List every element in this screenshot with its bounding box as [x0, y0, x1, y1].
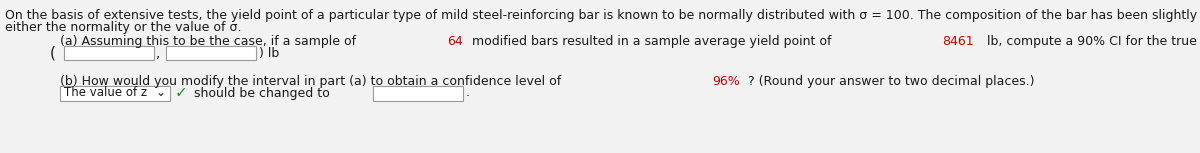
Text: ? (Round your answer to two decimal places.): ? (Round your answer to two decimal plac… [748, 75, 1034, 88]
Text: 64: 64 [448, 35, 463, 48]
FancyBboxPatch shape [166, 46, 256, 60]
Text: should be changed to: should be changed to [190, 86, 330, 99]
Text: modified bars resulted in a sample average yield point of: modified bars resulted in a sample avera… [468, 35, 835, 48]
Text: 8461: 8461 [942, 35, 973, 48]
Text: lb, compute a 90% CI for the true average yield point of the modified bar. (Roun: lb, compute a 90% CI for the true averag… [983, 35, 1200, 48]
Text: (a) Assuming this to be the case, if a sample of: (a) Assuming this to be the case, if a s… [60, 35, 360, 48]
Text: ⌄: ⌄ [156, 86, 166, 99]
Text: The value of z: The value of z [64, 86, 148, 99]
FancyBboxPatch shape [373, 86, 463, 101]
Text: On the basis of extensive tests, the yield point of a particular type of mild st: On the basis of extensive tests, the yie… [5, 9, 1200, 22]
Text: (: ( [50, 45, 56, 60]
Text: ✓: ✓ [175, 86, 187, 101]
Text: .: . [466, 86, 469, 99]
FancyBboxPatch shape [60, 86, 170, 101]
Text: 96%: 96% [712, 75, 739, 88]
Text: either the normality or the value of σ.: either the normality or the value of σ. [5, 21, 241, 34]
FancyBboxPatch shape [64, 46, 154, 60]
Text: ,: , [156, 46, 160, 60]
Text: (b) How would you modify the interval in part (a) to obtain a confidence level o: (b) How would you modify the interval in… [60, 75, 565, 88]
Text: ) lb: ) lb [258, 47, 278, 60]
